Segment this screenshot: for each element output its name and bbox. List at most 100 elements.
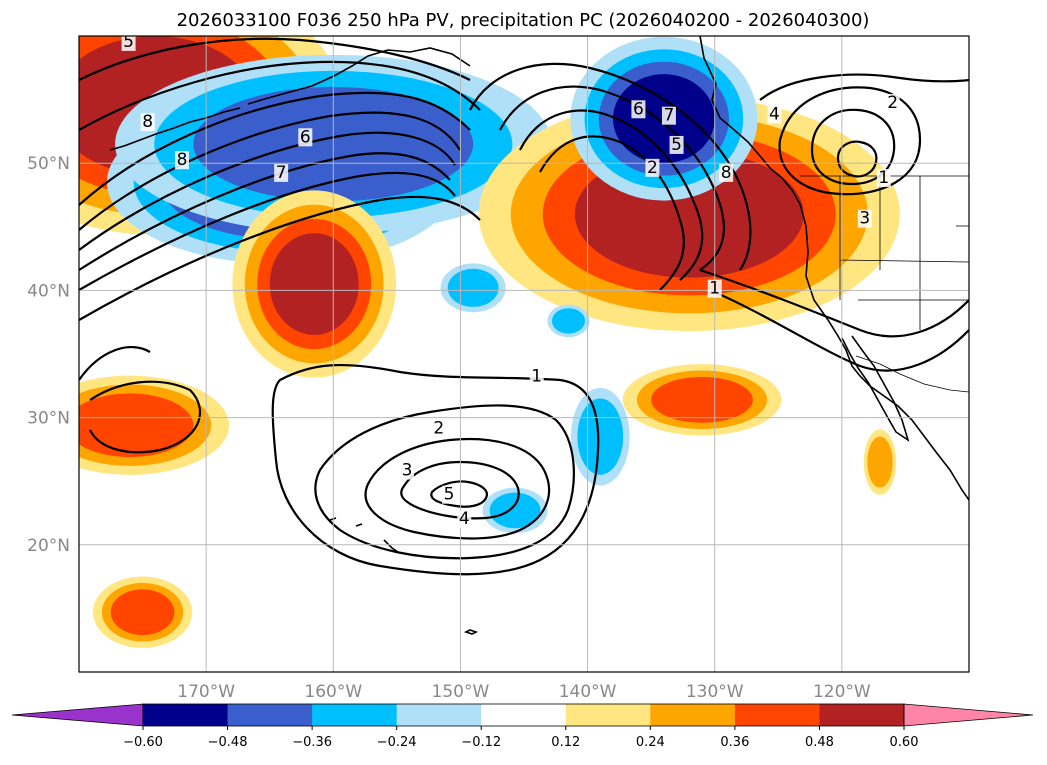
pv-contour-cutoff-low — [778, 86, 922, 196]
colorbar-segment — [143, 704, 229, 726]
colorbar-extend-max — [903, 703, 1034, 727]
contour-label: 8 — [142, 112, 153, 132]
contour-label: 3 — [859, 209, 870, 229]
contour-label-background — [457, 509, 472, 528]
pv-contour-cutoff-low — [810, 108, 896, 186]
colorbar-tick-label: 0.36 — [720, 735, 749, 750]
precip-region-9-level-1 — [577, 398, 624, 475]
precip-region-14-level-1 — [489, 492, 541, 529]
colorbar-tick-label: −0.60 — [123, 735, 163, 750]
precip-region-10-level-2 — [651, 376, 753, 423]
contour-label: 4 — [459, 509, 470, 529]
contour-label: 5 — [671, 135, 682, 155]
chart-title: 2026033100 F036 250 hPa PV, precipitatio… — [177, 10, 870, 31]
contour-label: 7 — [276, 163, 287, 183]
colorbar-tick-label: −0.12 — [461, 735, 501, 750]
precip-region-4-level-1 — [447, 268, 499, 307]
precip-region-13-level-2 — [110, 589, 175, 636]
contour-label-background — [1026, 306, 1040, 324]
pv-contour-subtropical — [314, 404, 575, 560]
graticule — [79, 36, 969, 672]
contour-label: 8 — [177, 150, 188, 170]
state-borders — [839, 176, 969, 330]
longitude-tick-label: 130°W — [686, 682, 744, 702]
contour-label: 1 — [709, 279, 720, 299]
colorbar-tick-label: −0.36 — [292, 735, 332, 750]
latitude-labels: 20°N 30°N 40°N 50°N — [27, 154, 70, 556]
contour-label-background — [431, 419, 446, 438]
contour-label-background — [140, 113, 155, 132]
contour-label-background — [1009, 74, 1023, 92]
contour-label: 1 — [878, 168, 889, 188]
contour-label: 2 — [433, 419, 444, 439]
contour-label-background — [529, 367, 544, 386]
colorbar-tick-label: −0.48 — [208, 735, 248, 750]
contour-label: 1 — [531, 366, 542, 386]
pv-contour — [79, 111, 461, 231]
colorbar-segment — [312, 704, 398, 726]
contour-label-background — [400, 461, 415, 480]
pv-contour-subtropical — [271, 363, 600, 576]
latitude-tick-label: 50°N — [27, 154, 70, 174]
contour-label: 6 — [633, 99, 644, 119]
colorbar-tick-label: 0.60 — [890, 735, 919, 750]
alaska-coastline — [247, 47, 471, 105]
contour-label-background — [441, 485, 456, 504]
colorbar-segment — [565, 704, 651, 726]
contour-label: 2 — [887, 93, 898, 113]
pv-contour-ridge — [499, 85, 726, 271]
colorbar-segment — [819, 704, 905, 726]
pv-contour-subtropical — [364, 437, 551, 540]
colorbar-segment — [396, 704, 482, 726]
colorbar-ticks: −0.60 −0.48 −0.36 −0.24 −0.12 0.12 0.24 0.36 0.4… — [123, 726, 918, 750]
pv-contour-ridge — [469, 62, 752, 271]
colorbar-tick-label: 0.48 — [805, 735, 834, 750]
contour-label: 8 — [721, 163, 732, 183]
colorbar-tick-label: −0.24 — [377, 735, 417, 750]
pv-contour-aleutian-low — [79, 37, 471, 81]
colorbar-segment — [227, 704, 313, 726]
contour-label: 7 — [664, 106, 675, 126]
longitude-tick-label: 140°W — [559, 682, 617, 702]
latitude-tick-label: 20°N — [27, 536, 70, 556]
colorbar-tick-label: 0.24 — [636, 735, 665, 750]
north-america-coastline — [699, 36, 969, 501]
precipitation-shading — [79, 36, 900, 648]
contour-label-background — [885, 93, 900, 112]
pv-contour — [79, 171, 456, 291]
precip-region-12-level-2 — [79, 393, 194, 458]
pv-contour-trough — [699, 268, 969, 338]
pv-contour-cutoff-low — [759, 73, 969, 101]
latitude-tick-label: 40°N — [27, 281, 70, 301]
pv-contour — [79, 60, 481, 131]
longitude-tick-label: 120°W — [813, 682, 871, 702]
contour-label: 3 — [1027, 305, 1038, 325]
latitude-tick-label: 30°N — [27, 409, 70, 429]
pv-contour — [79, 345, 202, 454]
contour-label-background — [174, 151, 189, 170]
colorbar-tick-label: 0.12 — [551, 735, 580, 750]
contour-label: 6 — [300, 127, 311, 147]
contour-label-background — [876, 169, 891, 188]
colorbar-segment — [481, 704, 567, 726]
pv-contour — [79, 131, 456, 251]
longitude-tick-label: 160°W — [304, 682, 362, 702]
contour-label-background — [669, 135, 684, 154]
longitude-tick-label: 150°W — [432, 682, 490, 702]
colorbar — [11, 703, 1034, 727]
pv-contour-trough — [709, 288, 969, 372]
contour-label-background — [661, 106, 676, 125]
contour-label-background — [645, 158, 660, 177]
pv-contour-cutoff-low — [836, 140, 878, 178]
pv-contour-subtropical — [400, 460, 520, 520]
contour-label-background — [767, 105, 782, 124]
longitude-tick-label: 170°W — [177, 682, 235, 702]
colorbar-outline — [142, 703, 905, 727]
contour-label-background — [707, 279, 722, 298]
contour-label: 4 — [1011, 73, 1022, 93]
aleutian-islands — [109, 107, 241, 151]
us-mexico-border — [855, 355, 969, 393]
